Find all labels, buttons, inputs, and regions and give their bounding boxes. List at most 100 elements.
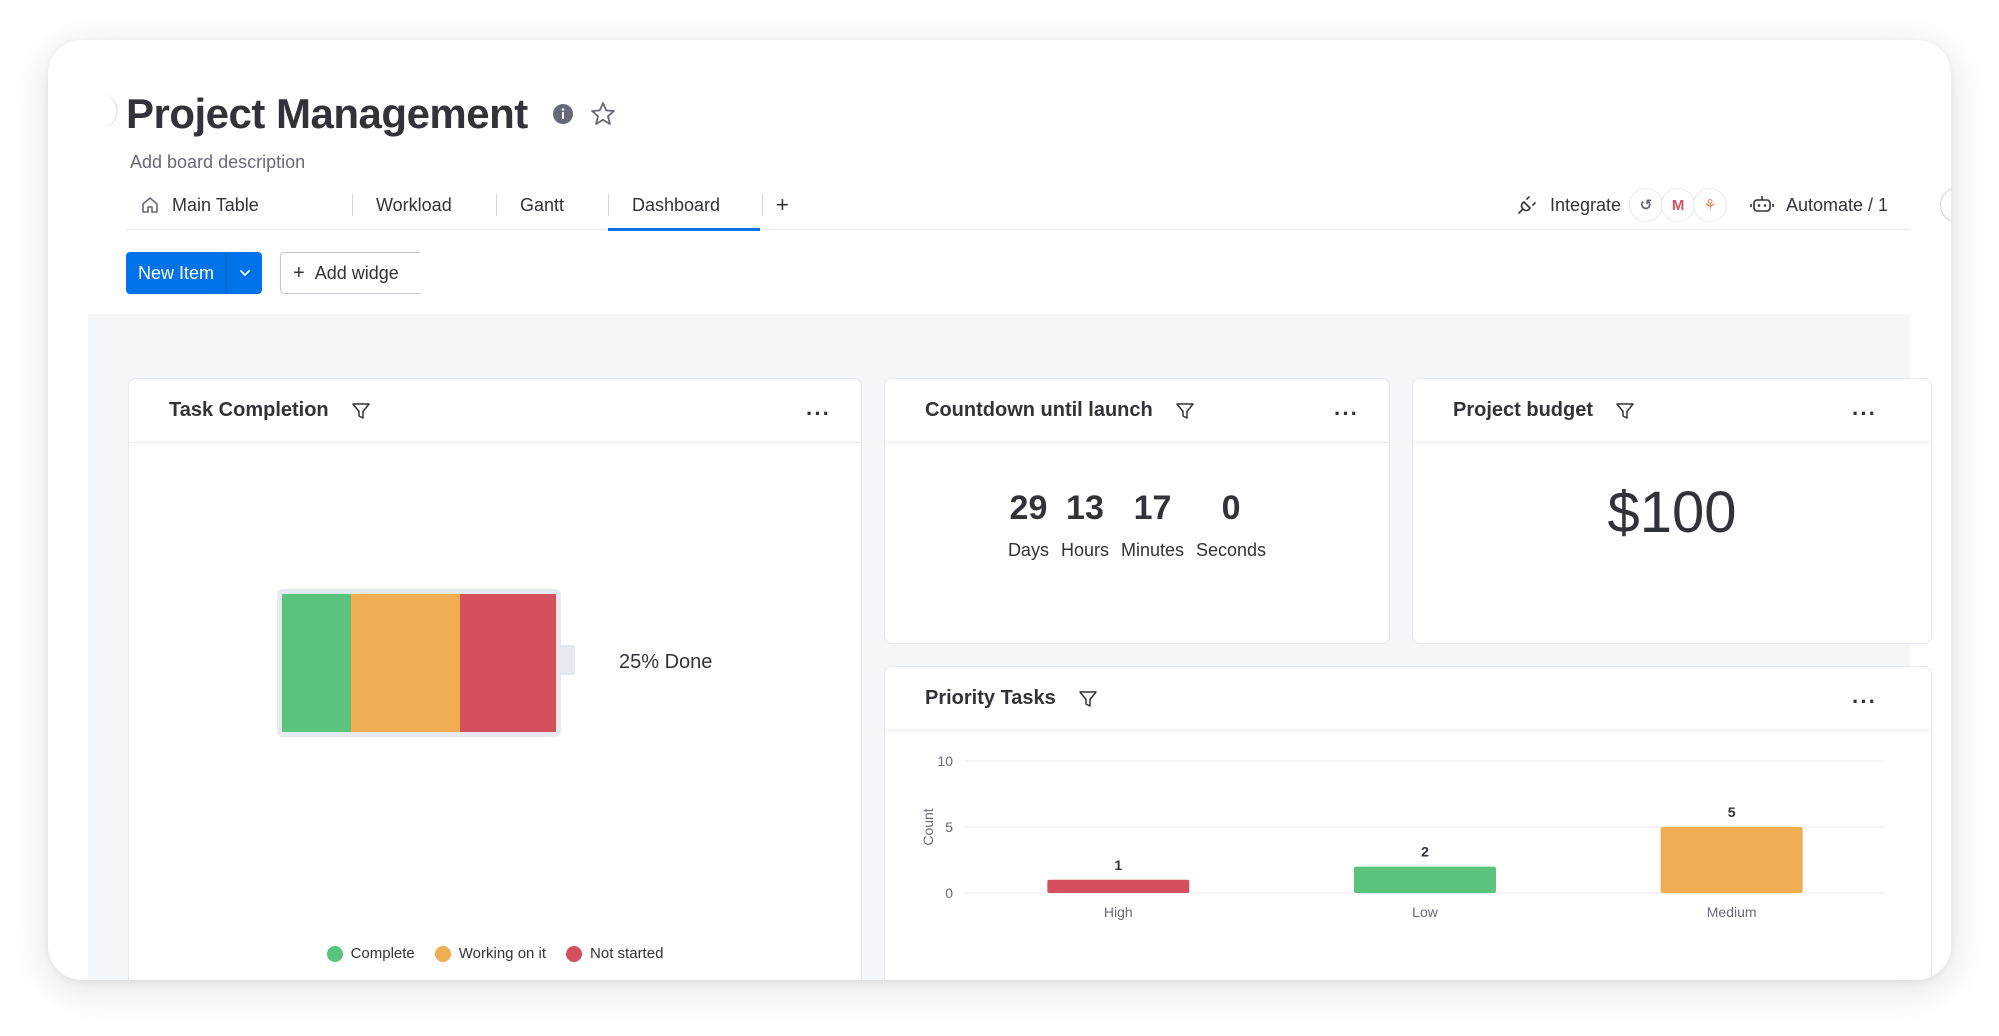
- budget-value: $100: [1607, 480, 1737, 545]
- add-view-button[interactable]: +: [776, 192, 789, 217]
- tab-dashboard[interactable]: Dashboard: [607, 180, 761, 231]
- sidebar-collapse-handle[interactable]: [88, 94, 118, 128]
- star-icon[interactable]: [590, 101, 616, 127]
- add-widget-button[interactable]: + Add widge: [280, 252, 421, 294]
- battery-cap: [561, 645, 575, 675]
- countdown-seconds: 0 Seconds: [1196, 489, 1266, 561]
- automate-button[interactable]: Automate / 1: [1750, 180, 1888, 230]
- collapse-header-button[interactable]: [1940, 187, 1951, 223]
- completion-battery: [277, 589, 561, 737]
- battery-segment: [460, 594, 556, 732]
- more-options-icon[interactable]: ···: [1334, 401, 1359, 426]
- home-icon: [142, 197, 158, 213]
- countdown-label: Seconds: [1196, 540, 1267, 560]
- webhook-icon: ↺: [1629, 188, 1664, 222]
- legend-dot: [434, 945, 451, 962]
- info-icon[interactable]: [552, 103, 574, 125]
- plug-icon: [1518, 196, 1536, 214]
- countdown-timer: 29 Days 13 Hours 17 Minutes 0 Seconds: [885, 489, 1389, 561]
- board-actions: New Item + Add widge: [126, 252, 421, 294]
- tab-label: Gantt: [520, 194, 565, 215]
- filter-icon[interactable]: [1175, 401, 1195, 421]
- widget-header: Project budget ···: [1413, 379, 1931, 443]
- board-header: Project Management: [126, 90, 616, 138]
- widget-title[interactable]: Countdown until launch: [925, 399, 1153, 421]
- y-tick-label: 10: [937, 753, 953, 769]
- chevron-down-icon: [239, 270, 250, 277]
- priority-tasks-widget: Priority Tasks ··· 0 5 10 Count 1 High 2 Low 5 Me…: [884, 666, 1932, 980]
- bar-value-label: 5: [1728, 804, 1736, 820]
- legend-dot: [326, 945, 343, 962]
- tab-divider: [496, 194, 497, 216]
- tab-workload[interactable]: Workload: [376, 180, 452, 230]
- tab-label: Dashboard: [632, 194, 721, 215]
- board-window: Project Management Add board description…: [48, 40, 1951, 980]
- new-item-dropdown[interactable]: [226, 252, 262, 294]
- more-options-icon[interactable]: ···: [806, 401, 831, 426]
- widget-title[interactable]: Project budget: [1453, 399, 1594, 421]
- widget-header: Countdown until launch ···: [885, 379, 1389, 443]
- widget-header: Priority Tasks ···: [885, 667, 1931, 731]
- dashboard-canvas: Task Completion ··· 25% Done Complete Wo…: [88, 314, 1932, 980]
- tab-divider: [608, 194, 609, 216]
- board-title[interactable]: Project Management: [126, 90, 528, 137]
- robot-icon: [1750, 196, 1774, 212]
- battery-segment: [350, 594, 461, 732]
- tab-label: Workload: [376, 194, 452, 215]
- legend-item: Working on it: [434, 945, 547, 962]
- countdown-label: Minutes: [1120, 540, 1184, 560]
- legend-item: Complete: [326, 945, 415, 962]
- x-tick-label: High: [1104, 904, 1133, 920]
- countdown-value: 29: [1009, 489, 1048, 527]
- tab-divider: [352, 194, 353, 216]
- tab-main-table[interactable]: Main Table: [140, 180, 259, 230]
- view-tabs: Main Table Workload Gantt Dashboard + In…: [126, 180, 1951, 231]
- completion-legend: Complete Working on it Not started: [129, 945, 861, 962]
- tab-label: Main Table: [172, 194, 259, 215]
- bar-high: [1047, 879, 1190, 893]
- hubspot-icon: ⚘: [1693, 188, 1728, 222]
- filter-icon[interactable]: [351, 401, 371, 421]
- filter-icon[interactable]: [1078, 689, 1098, 709]
- new-item-label[interactable]: New Item: [138, 262, 215, 283]
- done-percentage: 25% Done: [619, 651, 713, 673]
- tab-gantt[interactable]: Gantt: [520, 180, 564, 230]
- more-options-icon[interactable]: ···: [1852, 689, 1877, 714]
- widget-title[interactable]: Task Completion: [169, 399, 329, 421]
- add-widget-label: Add widge: [314, 262, 399, 283]
- y-axis-label: Count: [920, 808, 936, 845]
- x-tick-label: Low: [1412, 904, 1439, 920]
- countdown-label: Days: [1007, 540, 1049, 560]
- gmail-icon: M: [1661, 188, 1696, 222]
- task-completion-widget: Task Completion ··· 25% Done Complete Wo…: [128, 378, 862, 980]
- countdown-widget: Countdown until launch ··· 29 Days 13 Ho…: [884, 378, 1390, 644]
- legend-label: Not started: [590, 945, 664, 962]
- legend-label: Complete: [350, 945, 415, 962]
- legend-label: Working on it: [458, 945, 547, 962]
- y-tick-label: 5: [945, 819, 953, 835]
- countdown-value: 0: [1221, 489, 1241, 527]
- y-tick-label: 0: [945, 885, 953, 901]
- legend-item: Not started: [566, 945, 663, 962]
- countdown-value: 17: [1133, 489, 1172, 527]
- integrate-button[interactable]: Integrate ↺ M ⚘: [1516, 180, 1728, 230]
- automate-label: Automate / 1: [1786, 194, 1889, 215]
- bar-low: [1354, 866, 1496, 893]
- battery-segment: [282, 594, 351, 732]
- filter-icon[interactable]: [1615, 401, 1635, 421]
- widget-title[interactable]: Priority Tasks: [925, 687, 1056, 709]
- legend-dot: [566, 945, 583, 962]
- tab-divider: [762, 194, 763, 216]
- integrate-label: Integrate: [1550, 194, 1622, 215]
- more-options-icon[interactable]: ···: [1852, 401, 1877, 426]
- bar-medium: [1660, 827, 1803, 893]
- new-item-button[interactable]: New Item: [126, 252, 263, 294]
- board-description[interactable]: Add board description: [130, 152, 306, 172]
- x-tick-label: Medium: [1707, 904, 1757, 920]
- countdown-minutes: 17 Minutes: [1121, 489, 1184, 561]
- bar-value-label: 2: [1421, 844, 1429, 860]
- countdown-label: Hours: [1060, 540, 1109, 560]
- countdown-days: 29 Days: [1008, 489, 1049, 561]
- priority-bar-chart: 0 5 10 Count 1 High 2 Low 5 Medium: [920, 753, 1885, 920]
- countdown-hours: 13 Hours: [1061, 489, 1109, 561]
